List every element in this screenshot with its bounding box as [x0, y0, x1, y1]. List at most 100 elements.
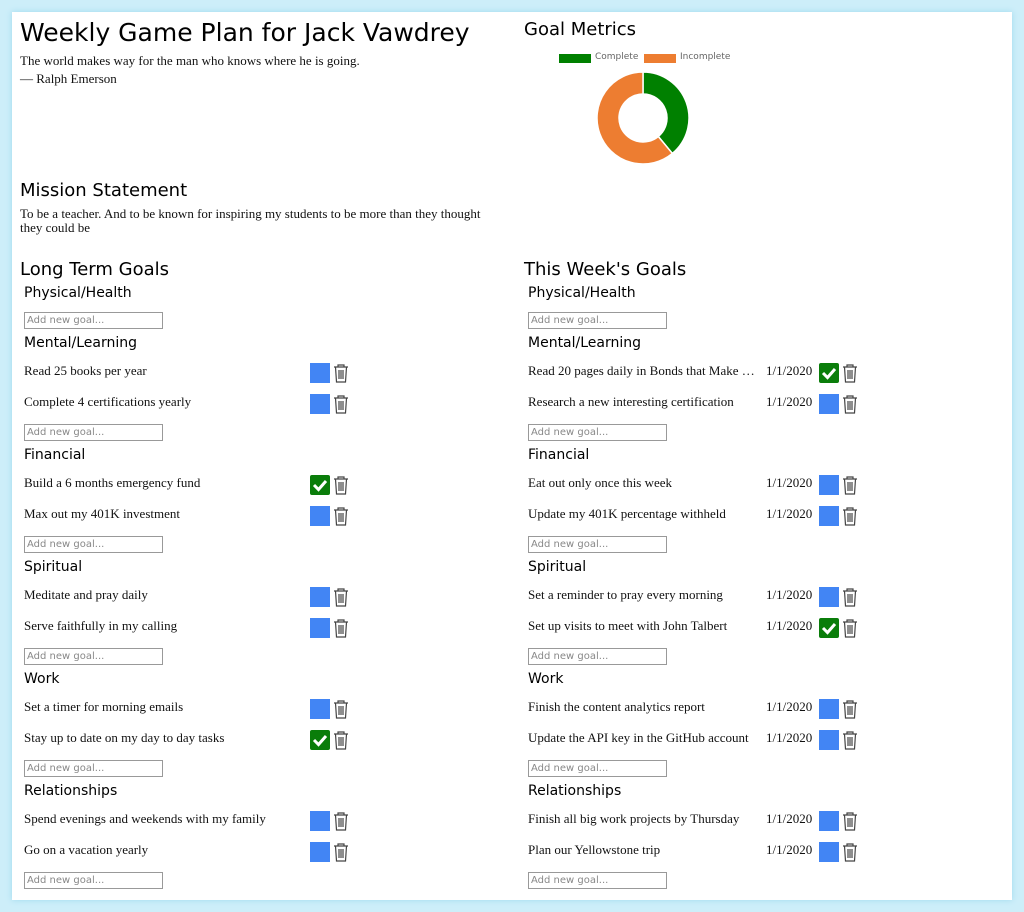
checkbox[interactable]: [310, 394, 330, 414]
category-heading: Mental/Learning: [528, 335, 642, 351]
goal-text: Finish the content analytics report: [528, 699, 705, 714]
delete-button[interactable]: [842, 394, 858, 414]
new-goal-input[interactable]: Add new goal...: [528, 872, 667, 889]
goal-text: Complete 4 certifications yearly: [24, 394, 192, 409]
checkbox[interactable]: [819, 394, 839, 414]
checkbox[interactable]: [819, 475, 839, 495]
category-heading: Physical/Health: [528, 285, 636, 301]
delete-button[interactable]: [333, 475, 349, 495]
column-heading: This Week's Goals: [524, 259, 687, 280]
category-heading: Work: [24, 671, 60, 687]
checkbox[interactable]: [819, 618, 839, 638]
delete-button[interactable]: [333, 699, 349, 719]
quote: The world makes way for the man who know…: [20, 53, 360, 68]
legend-swatch: [644, 54, 676, 63]
new-goal-input[interactable]: Add new goal...: [528, 760, 667, 777]
goal-text: Update my 401K percentage withheld: [528, 506, 726, 521]
checkbox[interactable]: [310, 699, 330, 719]
goal-text: Spend evenings and weekends with my fami…: [24, 811, 266, 826]
delete-button[interactable]: [842, 618, 858, 638]
goal-text: Serve faithfully in my calling: [24, 618, 178, 633]
legend-label: Incomplete: [680, 52, 731, 62]
checkbox[interactable]: [310, 587, 330, 607]
category-heading: Financial: [24, 447, 86, 463]
legend-swatch: [559, 54, 591, 63]
checkbox[interactable]: [310, 730, 330, 750]
goal-date: 1/1/2020: [766, 475, 813, 490]
new-goal-input[interactable]: Add new goal...: [24, 760, 163, 777]
checkbox[interactable]: [819, 363, 839, 383]
delete-button[interactable]: [333, 587, 349, 607]
delete-button[interactable]: [842, 506, 858, 526]
panel: [12, 12, 1012, 900]
goal-date: 1/1/2020: [766, 618, 813, 633]
delete-button[interactable]: [333, 618, 349, 638]
donut-segment: [642, 71, 690, 155]
category-heading: Work: [528, 671, 564, 687]
delete-button[interactable]: [842, 699, 858, 719]
goal-date: 1/1/2020: [766, 842, 813, 857]
category-heading: Physical/Health: [24, 285, 132, 301]
donut-segment: [596, 71, 674, 165]
delete-button[interactable]: [842, 363, 858, 383]
goal-text: Max out my 401K investment: [24, 506, 180, 521]
delete-button[interactable]: [333, 811, 349, 831]
category-heading: Spiritual: [24, 559, 83, 575]
goal-date: 1/1/2020: [766, 699, 813, 714]
checkbox[interactable]: [819, 842, 839, 862]
column-heading: Long Term Goals: [20, 259, 170, 280]
delete-button[interactable]: [333, 506, 349, 526]
goal-text: Plan our Yellowstone trip: [528, 842, 661, 857]
checkbox[interactable]: [310, 506, 330, 526]
checkbox[interactable]: [819, 811, 839, 831]
category-heading: Financial: [528, 447, 590, 463]
delete-button[interactable]: [842, 730, 858, 750]
new-goal-input[interactable]: Add new goal...: [528, 536, 667, 553]
checkbox[interactable]: [819, 506, 839, 526]
donut-chart: [559, 54, 690, 165]
checkbox[interactable]: [310, 363, 330, 383]
goal-date: 1/1/2020: [766, 506, 813, 521]
delete-button[interactable]: [333, 363, 349, 383]
checkbox[interactable]: [819, 730, 839, 750]
delete-button[interactable]: [333, 842, 349, 862]
delete-button[interactable]: [842, 842, 858, 862]
new-goal-input[interactable]: Add new goal...: [528, 424, 667, 441]
checkbox[interactable]: [310, 618, 330, 638]
new-goal-input[interactable]: Add new goal...: [528, 648, 667, 665]
goal-text: Go on a vacation yearly: [24, 842, 149, 857]
goal-text: Finish all big work projects by Thursday: [528, 811, 740, 826]
delete-button[interactable]: [333, 730, 349, 750]
goal-text: Set a reminder to pray every morning: [528, 587, 723, 602]
checkbox[interactable]: [310, 475, 330, 495]
category-heading: Mental/Learning: [24, 335, 138, 351]
goal-date: 1/1/2020: [766, 363, 813, 378]
checkbox[interactable]: [819, 587, 839, 607]
goal-text: Set a timer for morning emails: [24, 699, 184, 714]
quote-author: — Ralph Emerson: [20, 71, 117, 86]
goal-text: Stay up to date on my day to day tasks: [24, 730, 225, 745]
new-goal-input[interactable]: Add new goal...: [24, 648, 163, 665]
page-title: Weekly Game Plan for Jack Vawdrey: [20, 18, 470, 47]
goal-date: 1/1/2020: [766, 394, 813, 409]
goal-date: 1/1/2020: [766, 811, 813, 826]
checkbox[interactable]: [310, 842, 330, 862]
goal-date: 1/1/2020: [766, 587, 813, 602]
new-goal-input[interactable]: Add new goal...: [24, 872, 163, 889]
new-goal-input[interactable]: Add new goal...: [24, 312, 163, 329]
goal-text: Read 25 books per year: [24, 363, 147, 378]
category-heading: Spiritual: [528, 559, 587, 575]
new-goal-input[interactable]: Add new goal...: [24, 536, 163, 553]
new-goal-input[interactable]: Add new goal...: [528, 312, 667, 329]
mission-text: To be a teacher. And to be known for ins…: [20, 206, 481, 235]
new-goal-input[interactable]: Add new goal...: [24, 424, 163, 441]
goal-text: Eat out only once this week: [528, 475, 673, 490]
goal-text: Research a new interesting certification: [528, 394, 734, 409]
checkbox[interactable]: [310, 811, 330, 831]
delete-button[interactable]: [842, 587, 858, 607]
delete-button[interactable]: [842, 811, 858, 831]
delete-button[interactable]: [842, 475, 858, 495]
checkbox[interactable]: [819, 699, 839, 719]
delete-button[interactable]: [333, 394, 349, 414]
